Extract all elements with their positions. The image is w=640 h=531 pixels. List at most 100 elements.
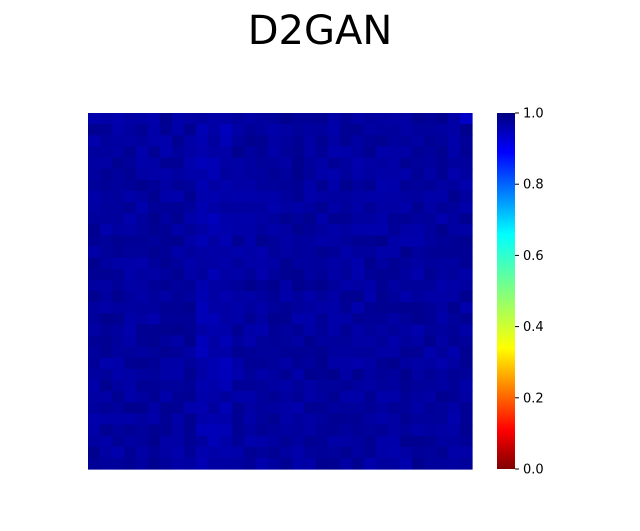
heatmap-cell	[244, 446, 257, 459]
heatmap-cell	[172, 346, 185, 359]
heatmap-cell	[280, 257, 293, 270]
heatmap-cell	[232, 380, 245, 392]
heatmap-cell	[436, 380, 449, 392]
heatmap-cell	[256, 424, 269, 437]
heatmap-cell	[304, 257, 317, 270]
heatmap-cell	[268, 357, 281, 370]
heatmap-cell	[184, 324, 197, 337]
heatmap-cell	[448, 157, 461, 170]
heatmap-cell	[88, 457, 101, 470]
heatmap-cell	[172, 335, 185, 348]
heatmap-cell	[364, 246, 377, 259]
heatmap-cell	[220, 302, 233, 314]
heatmap-cell	[412, 413, 425, 426]
heatmap-cell	[400, 413, 413, 426]
heatmap-cell	[244, 324, 257, 337]
heatmap-cell	[436, 113, 449, 125]
heatmap-cell	[88, 424, 101, 437]
heatmap-cell	[220, 135, 233, 147]
heatmap-cell	[160, 446, 173, 459]
heatmap-cell	[460, 302, 473, 314]
heatmap-cell	[376, 268, 389, 281]
heatmap-cell	[124, 268, 137, 281]
heatmap-cell	[424, 424, 437, 437]
heatmap-cell	[460, 424, 473, 437]
heatmap-cell	[232, 179, 245, 192]
heatmap-cell	[208, 213, 221, 225]
heatmap-cell	[100, 446, 113, 459]
heatmap-cell	[316, 235, 329, 248]
heatmap-cell	[340, 157, 353, 170]
heatmap-cell	[364, 413, 377, 426]
heatmap-cell	[328, 135, 341, 147]
heatmap-cell	[388, 257, 401, 270]
heatmap-cell	[460, 246, 473, 259]
heatmap-cell	[388, 313, 401, 325]
heatmap-cell	[160, 324, 173, 337]
heatmap-cell	[196, 202, 209, 214]
heatmap-cell	[292, 190, 305, 203]
heatmap-cell	[448, 279, 461, 292]
heatmap-cell	[196, 235, 209, 248]
heatmap-cell	[184, 335, 197, 348]
heatmap-cell	[220, 213, 233, 225]
heatmap-cell	[148, 457, 161, 470]
heatmap-cell	[160, 135, 173, 147]
heatmap-cell	[112, 402, 125, 414]
heatmap-cell	[412, 302, 425, 314]
heatmap-cell	[352, 357, 365, 370]
heatmap-cell	[364, 213, 377, 225]
heatmap-cell	[232, 146, 245, 159]
colorbar-ticks: 0.0 0.2 0.4 0.6 0.8 1.0	[515, 107, 544, 478]
heatmap-cell	[436, 346, 449, 359]
heatmap-cell	[100, 391, 113, 403]
heatmap-cell	[232, 213, 245, 225]
heatmap-cell	[460, 457, 473, 470]
heatmap-cell	[220, 146, 233, 159]
heatmap-cell	[424, 457, 437, 470]
heatmap-cell	[388, 279, 401, 292]
heatmap-cell	[136, 190, 149, 203]
heatmap-cell	[232, 202, 245, 214]
heatmap-cell	[100, 368, 113, 381]
heatmap-cell	[376, 457, 389, 470]
heatmap-cell	[220, 179, 233, 192]
heatmap-cell	[460, 279, 473, 292]
heatmap-cell	[196, 257, 209, 270]
heatmap-cell	[184, 157, 197, 170]
heatmap-cell	[88, 235, 101, 248]
heatmap-cell	[244, 135, 257, 147]
heatmap-cell	[460, 446, 473, 459]
heatmap-cell	[292, 446, 305, 459]
heatmap-cell	[328, 113, 341, 125]
heatmap-cell	[100, 457, 113, 470]
heatmap-cell	[340, 202, 353, 214]
heatmap-cell	[304, 313, 317, 325]
heatmap-cell	[184, 368, 197, 381]
heatmap-cell	[172, 124, 185, 136]
heatmap-cell	[328, 202, 341, 214]
heatmap-cell	[136, 380, 149, 392]
heatmap-cell	[388, 179, 401, 192]
heatmap-cell	[280, 291, 293, 303]
heatmap-cell	[340, 168, 353, 181]
heatmap-cell	[100, 190, 113, 203]
heatmap-cell	[400, 190, 413, 203]
heatmap-cell	[280, 413, 293, 426]
heatmap-cell	[352, 202, 365, 214]
heatmap-cell	[448, 168, 461, 181]
heatmap-cell	[88, 168, 101, 181]
heatmap-cell	[400, 279, 413, 292]
heatmap-cell	[148, 446, 161, 459]
heatmap-cell	[376, 346, 389, 359]
heatmap-cell	[196, 146, 209, 159]
heatmap-cell	[280, 202, 293, 214]
heatmap-cell	[400, 202, 413, 214]
heatmap-cell	[196, 368, 209, 381]
heatmap-cell	[364, 157, 377, 170]
heatmap-cell	[352, 135, 365, 147]
heatmap-cell	[160, 246, 173, 259]
heatmap-cell	[160, 291, 173, 303]
heatmap-cell	[88, 202, 101, 214]
